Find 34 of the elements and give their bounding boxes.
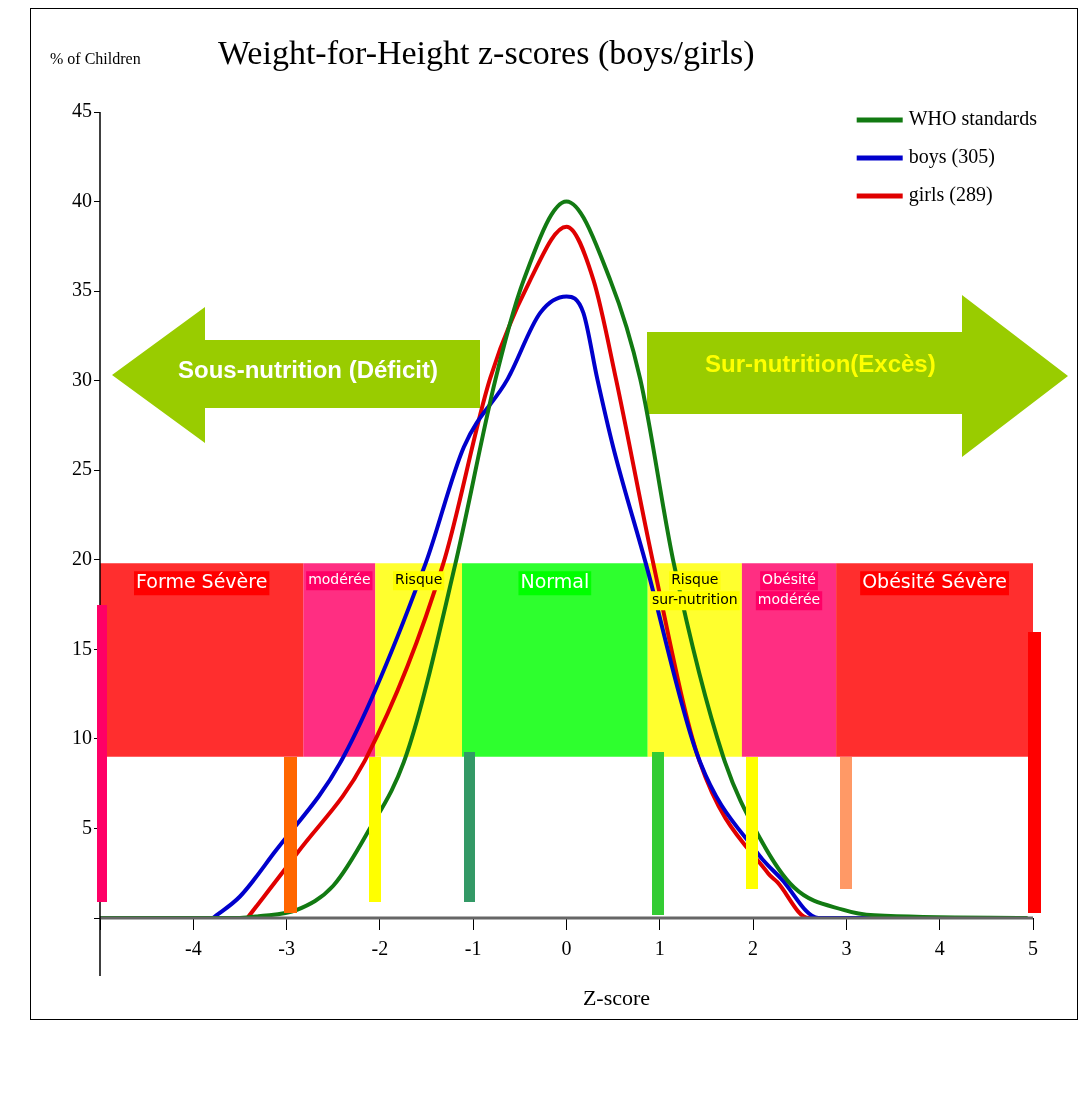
band-label: Obésité Sévère [862, 569, 1007, 592]
band-label: Forme Sévère [136, 569, 268, 592]
chart-title: Weight-for-Height z-scores (boys/girls) [218, 34, 755, 72]
x-tick-label: 2 [748, 937, 759, 960]
y-tick-label: 35 [72, 278, 92, 301]
legend-label: boys (305) [908, 145, 995, 169]
band-label: Obésité modérée [757, 571, 821, 607]
band-label: modérée [308, 571, 371, 587]
legend-label: WHO standards [908, 107, 1038, 130]
annotation: Sous-nutrition (Déficit) [178, 356, 438, 384]
band-label: Risque sur-nutrition [651, 571, 738, 607]
y-tick-label: 25 [72, 457, 92, 480]
y-tick-label: 20 [72, 547, 92, 570]
x-tick-label: 1 [654, 937, 665, 960]
x-tick-label: 0 [561, 937, 572, 960]
band-label: Normal [520, 569, 590, 592]
x-tick-label: -1 [464, 937, 482, 960]
y-axis-title: % of Children [50, 50, 141, 67]
y-tick-label: 30 [72, 367, 92, 390]
x-tick-label: -3 [278, 937, 295, 960]
x-tick-label: -2 [371, 937, 389, 960]
x-tick-label: 3 [841, 937, 852, 960]
x-axis-title: Z-score [582, 985, 651, 1010]
band-label: Risque [394, 571, 443, 587]
x-tick-label: 4 [934, 937, 945, 960]
legend-label: girls (289) [908, 183, 993, 207]
y-tick-label: 40 [72, 188, 92, 211]
y-tick-label: 5 [82, 815, 92, 838]
y-tick-label: 45 [72, 99, 92, 122]
x-tick-label: -4 [184, 937, 202, 960]
y-tick-label: 10 [72, 726, 92, 749]
x-tick-label: 5 [1028, 937, 1038, 960]
annotation: Sur-nutrition(Excès) [705, 350, 936, 378]
y-tick-label: 15 [72, 636, 92, 659]
